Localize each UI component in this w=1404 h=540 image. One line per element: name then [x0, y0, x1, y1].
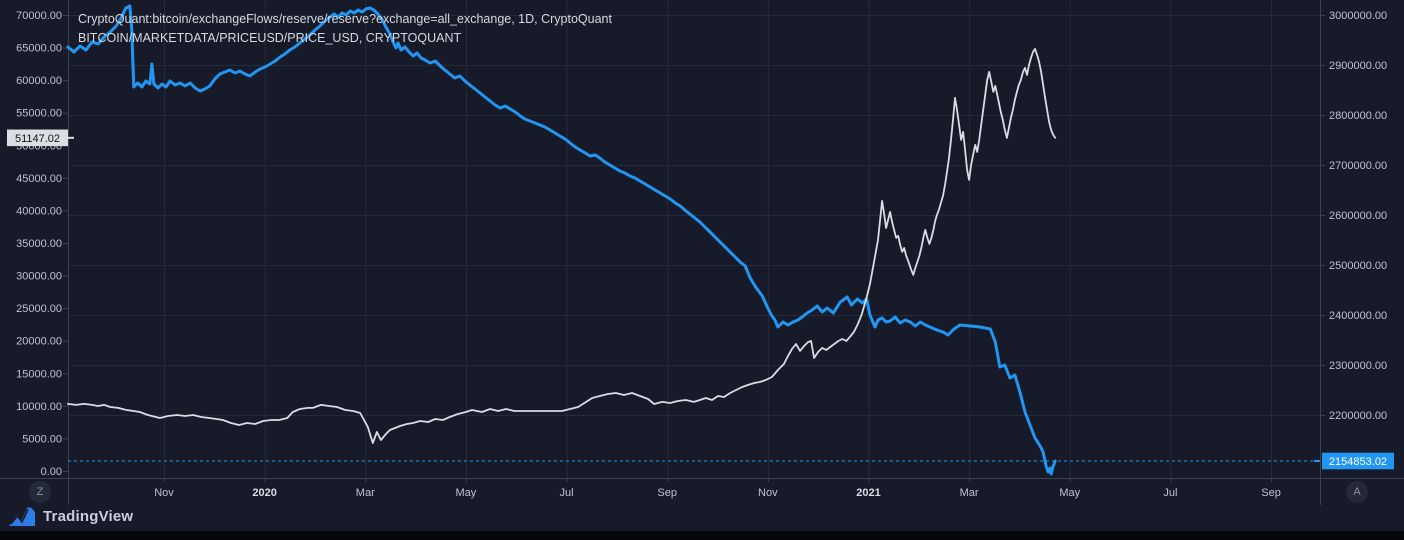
- left-axis-tick-label: 70000.00: [16, 10, 62, 22]
- left-axis-tick-label: 35000.00: [16, 238, 62, 250]
- symbol-title-main[interactable]: CryptoQuant:bitcoin/exchangeFlows/reserv…: [78, 12, 612, 26]
- time-axis-tick-label[interactable]: Mar: [960, 487, 979, 499]
- right-axis-tick-label: 2600000.00: [1329, 210, 1387, 222]
- right-axis-tick-label: 2500000.00: [1329, 260, 1387, 272]
- tradingview-logo-icon: [9, 507, 35, 526]
- left-axis-tick-label: 0.00: [41, 466, 62, 478]
- left-axis-tick-label: 40000.00: [16, 205, 62, 217]
- right-axis-tick-label: 3000000.00: [1329, 10, 1387, 22]
- tradingview-logo-text: TradingView: [43, 507, 134, 525]
- time-axis-tick-label[interactable]: Nov: [758, 487, 778, 499]
- tradingview-logo[interactable]: TradingView: [8, 505, 133, 527]
- left-axis-tick-label: 55000.00: [16, 108, 62, 120]
- left-axis-tick-label: 45000.00: [16, 173, 62, 185]
- right-axis-tick-label: 2900000.00: [1329, 60, 1387, 72]
- right-axis-tick-label: 2200000.00: [1329, 410, 1387, 422]
- timezone-button[interactable]: Z: [29, 481, 51, 503]
- reserve-current-value-label-bg: [1322, 452, 1394, 470]
- price-current-value-label-bg: [7, 129, 68, 147]
- time-axis-tick-label[interactable]: 2020: [252, 487, 276, 499]
- left-axis-tick-label: 20000.00: [16, 336, 62, 348]
- reserve-all-exchange-line[interactable]: [66, 4, 1057, 476]
- right-axis-tick-label: 2300000.00: [1329, 360, 1387, 372]
- left-axis-tick-label: 60000.00: [16, 75, 62, 87]
- time-axis-tick-label[interactable]: May: [456, 487, 477, 499]
- left-axis-tick-label: 5000.00: [22, 433, 62, 445]
- reserve-current-value-label: 2154853.02: [1329, 456, 1387, 468]
- left-axis-tick-label: 10000.00: [16, 401, 62, 413]
- bottom-bar: [0, 531, 1404, 540]
- left-axis-tick-label: 15000.00: [16, 368, 62, 380]
- left-axis-tick-label: 25000.00: [16, 303, 62, 315]
- right-axis-tick-label: 2800000.00: [1329, 110, 1387, 122]
- time-axis-tick-label[interactable]: Sep: [1261, 487, 1281, 499]
- right-axis-tick-label: 2400000.00: [1329, 310, 1387, 322]
- adjust-button[interactable]: A: [1346, 481, 1368, 503]
- left-axis-tick-label: 65000.00: [16, 43, 62, 55]
- legend: CryptoQuant:bitcoin/exchangeFlows/reserv…: [78, 10, 612, 47]
- symbol-title-secondary[interactable]: BITCOIN/MARKETDATA/PRICEUSD/PRICE_USD, C…: [78, 30, 462, 45]
- time-axis-tick-label[interactable]: Sep: [657, 487, 677, 499]
- time-axis-tick-label[interactable]: May: [1059, 487, 1080, 499]
- price-current-value-label: 51147.02: [15, 133, 60, 145]
- time-axis-tick-label[interactable]: Mar: [356, 487, 375, 499]
- btc-price-usd-line[interactable]: [67, 48, 1057, 444]
- left-axis-tick-label: 30000.00: [16, 271, 62, 283]
- time-axis-tick-label[interactable]: Jul: [560, 487, 574, 499]
- right-axis-tick-label: 2700000.00: [1329, 160, 1387, 172]
- time-axis-tick-label[interactable]: Jul: [1163, 487, 1177, 499]
- time-axis-tick-label[interactable]: Nov: [154, 487, 174, 499]
- time-axis-tick-label[interactable]: 2021: [856, 487, 880, 499]
